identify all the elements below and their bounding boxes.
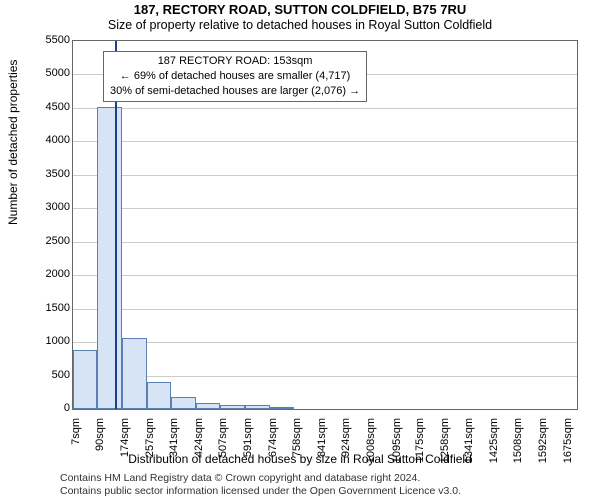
x-tick-label: 90sqm	[94, 418, 106, 478]
x-tick-label: 1508sqm	[512, 418, 524, 478]
gridline	[73, 275, 577, 276]
x-tick-label: 924sqm	[340, 418, 352, 478]
x-tick-label: 424sqm	[193, 418, 205, 478]
y-tick-label: 2000	[10, 268, 70, 280]
x-tick-container: 7sqm90sqm174sqm257sqm341sqm424sqm507sqm5…	[72, 412, 578, 452]
gridline	[73, 108, 577, 109]
gridline	[73, 242, 577, 243]
y-tick-label: 4000	[10, 134, 70, 146]
y-tick-label: 500	[10, 369, 70, 381]
x-tick-label: 1175sqm	[414, 418, 426, 478]
histogram-bar	[245, 405, 269, 409]
page-title: 187, RECTORY ROAD, SUTTON COLDFIELD, B75…	[0, 2, 600, 17]
x-tick-label: 674sqm	[267, 418, 279, 478]
y-tick-label: 4500	[10, 101, 70, 113]
gridline	[73, 309, 577, 310]
x-tick-label: 507sqm	[217, 418, 229, 478]
x-tick-label: 257sqm	[144, 418, 156, 478]
histogram-bar	[270, 407, 295, 409]
footer-attribution: Contains HM Land Registry data © Crown c…	[60, 472, 588, 498]
x-tick-label: 758sqm	[291, 418, 303, 478]
y-tick-label: 3000	[10, 201, 70, 213]
footer-line-1: Contains HM Land Registry data © Crown c…	[60, 472, 588, 485]
gridline	[73, 141, 577, 142]
gridline	[73, 342, 577, 343]
x-axis-label: Distribution of detached houses by size …	[0, 452, 600, 466]
y-tick-container: 0500100015002000250030003500400045005000…	[0, 40, 70, 410]
page-subtitle: Size of property relative to detached ho…	[0, 18, 600, 32]
annotation-box: 187 RECTORY ROAD: 153sqm← 69% of detache…	[103, 51, 367, 102]
histogram-bar	[97, 107, 122, 409]
histogram-bar	[73, 350, 97, 409]
y-tick-label: 3500	[10, 168, 70, 180]
y-tick-label: 0	[10, 402, 70, 414]
y-tick-label: 2500	[10, 235, 70, 247]
x-tick-label: 1425sqm	[488, 418, 500, 478]
x-tick-label: 7sqm	[70, 418, 82, 478]
histogram-bar	[171, 397, 195, 409]
y-tick-label: 5500	[10, 34, 70, 46]
annotation-line: 30% of semi-detached houses are larger (…	[110, 84, 360, 99]
x-tick-label: 1341sqm	[463, 418, 475, 478]
y-tick-label: 1000	[10, 335, 70, 347]
gridline	[73, 175, 577, 176]
annotation-line: 187 RECTORY ROAD: 153sqm	[110, 54, 360, 69]
histogram-bar	[220, 405, 245, 409]
histogram-bar	[147, 382, 172, 409]
histogram-bar	[196, 403, 220, 409]
y-tick-label: 5000	[10, 67, 70, 79]
x-tick-label: 591sqm	[242, 418, 254, 478]
gridline	[73, 208, 577, 209]
annotation-line: ← 69% of detached houses are smaller (4,…	[110, 69, 360, 84]
chart-area: 187 RECTORY ROAD: 153sqm← 69% of detache…	[72, 40, 578, 410]
x-tick-label: 1258sqm	[439, 418, 451, 478]
x-tick-label: 1008sqm	[365, 418, 377, 478]
plot-area: 187 RECTORY ROAD: 153sqm← 69% of detache…	[73, 41, 577, 409]
x-tick-label: 1592sqm	[537, 418, 549, 478]
x-tick-label: 341sqm	[168, 418, 180, 478]
page-root: 187, RECTORY ROAD, SUTTON COLDFIELD, B75…	[0, 0, 600, 500]
x-tick-label: 841sqm	[316, 418, 328, 478]
x-tick-label: 1095sqm	[391, 418, 403, 478]
histogram-bar	[122, 338, 146, 409]
footer-line-2: Contains public sector information licen…	[60, 485, 588, 498]
x-tick-label: 1675sqm	[562, 418, 574, 478]
y-tick-label: 1500	[10, 302, 70, 314]
x-tick-label: 174sqm	[119, 418, 131, 478]
gridline	[73, 376, 577, 377]
